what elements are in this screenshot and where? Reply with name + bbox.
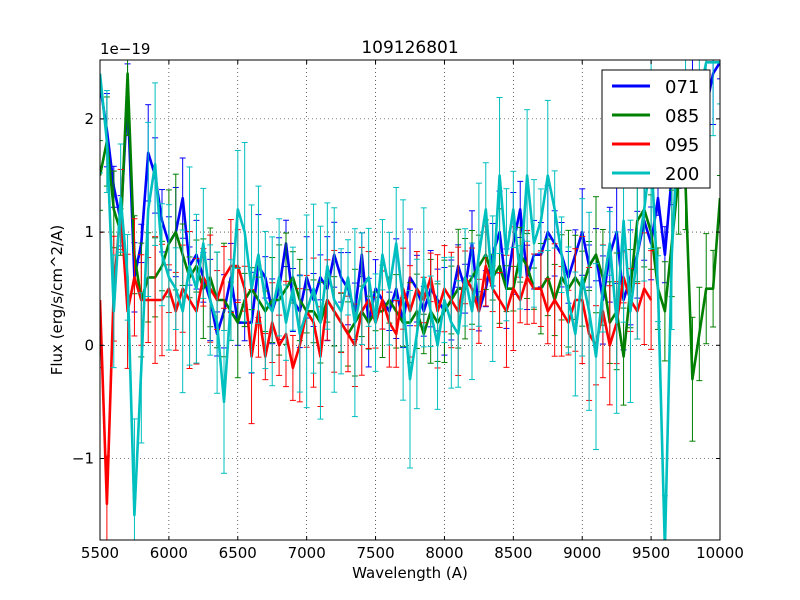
- legend-box: [601, 69, 711, 189]
- ticks: 5500 6000 6500 7000 7500 8000 8500 9000 9500 1000…: [72, 60, 744, 562]
- plot-frame: [99, 59, 721, 541]
- y-offset-label: 1e−19: [100, 40, 150, 58]
- y-tick-label: 1: [84, 223, 94, 241]
- x-tick-label: 9500: [632, 544, 670, 562]
- series-layer: [100, 60, 720, 540]
- x-tick-label: 7500: [356, 544, 394, 562]
- y-tick-label: 0: [84, 336, 94, 354]
- x-tick-label: 9000: [563, 544, 601, 562]
- x-tick-label: 6500: [219, 544, 257, 562]
- x-tick-label: 6000: [150, 544, 188, 562]
- y-tick-label: 2: [84, 110, 94, 128]
- chart-title: 109126801: [361, 38, 458, 58]
- legend-label-071: 071: [665, 77, 699, 98]
- series-line-200: [100, 60, 720, 540]
- legend-label-085: 085: [665, 106, 699, 127]
- y-axis-label: Flux (erg/s/cm^2/A): [48, 225, 66, 376]
- series-200: [100, 60, 720, 540]
- x-tick-label: 7000: [288, 544, 326, 562]
- y-tick-label: −1: [72, 449, 94, 467]
- legend-label-095: 095: [665, 135, 699, 156]
- x-tick-label: 8000: [425, 544, 463, 562]
- legend-label-200: 200: [665, 164, 699, 185]
- x-axis-label: Wavelength (A): [352, 564, 468, 582]
- x-tick-label: 8500: [494, 544, 532, 562]
- x-tick-label: 5500: [81, 544, 119, 562]
- x-tick-label: 10000: [696, 544, 744, 562]
- legend: 071 085 095 200: [601, 69, 711, 189]
